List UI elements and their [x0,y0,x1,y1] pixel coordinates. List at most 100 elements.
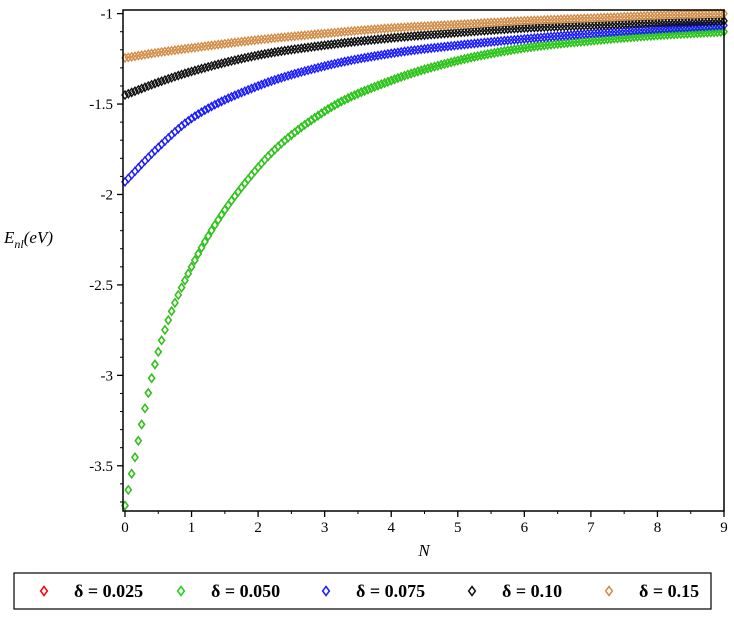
data-point [427,43,436,54]
data-point [250,166,259,177]
data-point [354,36,362,47]
data-point [367,83,376,94]
data-point [191,255,199,266]
data-point [463,39,472,50]
data-point [194,248,203,259]
data-point [300,119,309,131]
data-point [357,53,366,64]
data-point [344,55,352,67]
data-point [473,38,482,49]
data-point [164,45,173,57]
data-point [207,60,216,72]
data-point [560,38,569,49]
data-point [304,65,312,76]
series-0 [121,26,728,511]
x-tick-label: 5 [454,520,462,536]
data-point [227,37,236,49]
data-point [277,72,286,83]
data-point [210,219,219,231]
data-point [507,44,515,56]
data-point [377,49,386,61]
data-point [320,40,329,51]
y-tick-label: -1 [101,7,114,23]
data-point [480,49,489,60]
data-point [210,59,219,71]
data-point [397,31,406,43]
data-point [367,34,376,46]
data-point [171,44,179,56]
data-point [470,38,479,49]
data-point [423,43,432,54]
data-point [161,324,169,336]
data-point [220,57,229,68]
data-point [487,48,495,59]
data-point [384,48,392,60]
data-point [267,75,276,87]
data-point [154,47,163,58]
data-point [220,204,229,216]
data-point [191,65,199,76]
data-point [347,26,356,37]
data-point [593,34,602,46]
x-tick-label: 2 [254,520,262,536]
data-point [507,34,515,46]
data-point [217,58,226,69]
data-point [513,43,522,55]
data-point [200,105,209,116]
data-point [137,83,146,94]
data-point [247,83,256,94]
data-point [184,268,193,279]
data-point [187,261,196,272]
data-point [493,47,502,58]
data-point [563,37,572,49]
y-tick-label: -1.5 [89,97,113,113]
data-point [450,56,459,67]
data-point [257,79,266,90]
data-point [287,31,296,42]
data-point [403,45,412,57]
data-point [200,62,209,73]
data-point [443,57,452,69]
data-point [320,28,329,39]
data-point [294,67,302,79]
data-point [394,47,402,58]
data-point [317,40,326,51]
data-point [157,76,166,87]
data-point [290,31,299,42]
data-point [337,57,346,68]
data-point [264,77,272,88]
data-point [270,32,279,44]
data-point [210,99,219,110]
data-point [347,91,356,102]
data-point [337,26,346,38]
data-point [403,31,412,42]
data-point [367,51,376,62]
data-point [443,41,452,52]
data-point [244,84,253,96]
data-point [463,53,472,64]
data-point [151,359,159,370]
legend-marker-icon [176,585,186,597]
data-point [567,37,575,48]
data-point [217,38,226,50]
data-point [400,70,409,81]
data-point [294,43,302,54]
legend-marker-icon [39,585,49,597]
data-point [254,34,262,46]
data-point [437,59,446,71]
data-point [537,32,545,43]
data-point [490,47,499,59]
data-point [503,45,512,56]
data-point [407,45,416,56]
data-point [403,69,412,80]
data-point [350,25,359,37]
data-point [270,47,279,58]
data-point [327,39,336,50]
axis-ticks: -1 -1.5 -2 -2.5 -3 -3.5 0 1 2 3 4 5 6 7 8 9 [89,7,728,536]
data-point [324,28,332,39]
data-point [284,70,292,81]
data-point [197,41,206,52]
data-point [244,52,253,63]
data-point [377,79,386,90]
